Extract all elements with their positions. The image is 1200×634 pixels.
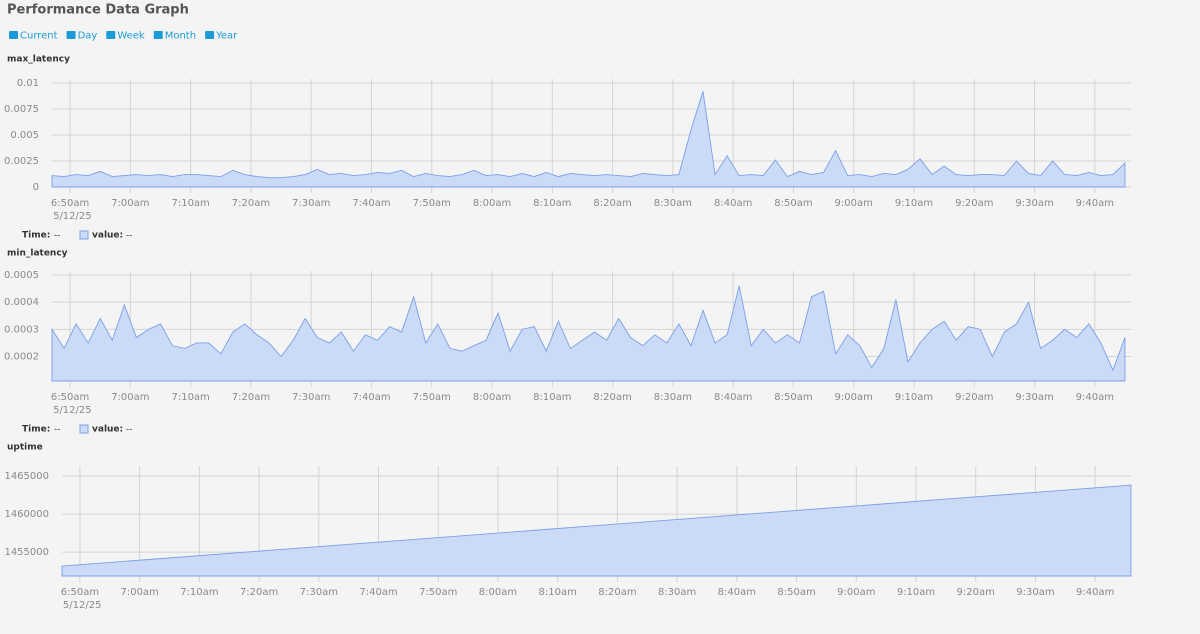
x-tick-label: 6:50am: [51, 198, 89, 209]
x-tick-label: 7:00am: [120, 587, 158, 598]
x-tick-label: 8:40am: [718, 587, 756, 598]
legend-label: Time:: [22, 231, 50, 241]
legend-swatch: [79, 230, 89, 240]
x-tick-label: 8:10am: [533, 392, 571, 403]
legend-label: value:: [92, 231, 123, 241]
x-tick-label: 7:30am: [292, 198, 330, 209]
x-tick-label: 7:40am: [352, 392, 390, 403]
y-tick-label: 0.0004: [4, 297, 39, 308]
x-tick-label: 9:30am: [1016, 587, 1054, 598]
area: [51, 91, 1126, 188]
x-tick-label: 8:30am: [654, 392, 692, 403]
date-label: 5/12/25: [53, 211, 92, 222]
x-tick-label: 9:10am: [895, 392, 933, 403]
chart-title: max_latency: [7, 55, 70, 65]
x-tick-label: 9:40am: [1076, 198, 1114, 209]
x-tick-label: 7:30am: [292, 392, 330, 403]
x-tick-label: 7:50am: [419, 587, 457, 598]
x-tick-label: 9:20am: [957, 587, 995, 598]
x-tick-label: 8:30am: [658, 587, 696, 598]
legend-label: value:: [92, 425, 123, 435]
x-tick-label: 8:00am: [473, 392, 511, 403]
y-tick-label: 0.005: [10, 130, 39, 141]
x-tick-label: 9:00am: [835, 198, 873, 209]
x-tick-label: 9:00am: [835, 392, 873, 403]
x-tick-label: 8:40am: [714, 392, 752, 403]
calendar-icon: [66, 31, 76, 39]
legend-label: Time:: [22, 425, 50, 435]
x-tick-label: 6:50am: [51, 392, 89, 403]
x-tick-label: 7:10am: [180, 587, 218, 598]
x-tick-label: 7:40am: [352, 198, 390, 209]
x-tick-label: 8:20am: [598, 587, 636, 598]
x-tick-label: 8:10am: [539, 587, 577, 598]
y-tick-label: 1455000: [4, 547, 49, 558]
area: [61, 484, 1132, 577]
y-tick-label: 0.0003: [4, 324, 39, 335]
y-tick-label: 0: [33, 182, 39, 193]
chart-title: uptime: [7, 443, 43, 453]
chart-title: min_latency: [7, 249, 68, 259]
range-button[interactable]: Year: [215, 31, 238, 42]
x-tick-label: 8:50am: [774, 392, 812, 403]
y-tick-label: 1465000: [4, 471, 49, 482]
y-tick-label: 0.0002: [4, 352, 39, 363]
legend-value: --: [126, 231, 133, 241]
y-tick-label: 1460000: [4, 509, 49, 520]
x-tick-label: 8:00am: [473, 198, 511, 209]
x-tick-label: 7:00am: [111, 392, 149, 403]
x-tick-label: 9:40am: [1076, 392, 1114, 403]
x-tick-label: 9:10am: [895, 198, 933, 209]
x-tick-label: 7:40am: [359, 587, 397, 598]
range-button[interactable]: Week: [117, 31, 145, 42]
x-tick-label: 7:20am: [232, 198, 270, 209]
y-tick-label: 0.0005: [4, 270, 39, 281]
x-tick-label: 8:10am: [533, 198, 571, 209]
date-label: 5/12/25: [63, 600, 102, 611]
calendar-icon: [205, 31, 215, 39]
legend-value: --: [54, 231, 61, 241]
calendar-icon: [9, 31, 18, 39]
y-tick-label: 0.01: [17, 78, 39, 89]
calendar-icon: [106, 31, 116, 39]
range-button[interactable]: Day: [78, 31, 98, 42]
legend-swatch: [79, 424, 89, 434]
x-tick-label: 9:30am: [1015, 392, 1053, 403]
x-tick-label: 8:20am: [593, 392, 631, 403]
legend-value: --: [126, 425, 133, 435]
x-tick-label: 9:30am: [1015, 198, 1053, 209]
x-tick-label: 7:20am: [240, 587, 278, 598]
x-tick-label: 7:10am: [171, 392, 209, 403]
x-tick-label: 7:30am: [300, 587, 338, 598]
x-tick-label: 8:30am: [654, 198, 692, 209]
x-tick-label: 7:00am: [111, 198, 149, 209]
x-tick-label: 7:10am: [171, 198, 209, 209]
x-tick-label: 7:50am: [413, 198, 451, 209]
x-tick-label: 8:50am: [777, 587, 815, 598]
x-tick-label: 9:20am: [955, 198, 993, 209]
range-button[interactable]: Current: [20, 31, 58, 42]
x-tick-label: 6:50am: [61, 587, 99, 598]
x-tick-label: 9:20am: [955, 392, 993, 403]
x-tick-label: 8:40am: [714, 198, 752, 209]
x-tick-label: 8:20am: [593, 198, 631, 209]
legend-value: --: [54, 425, 61, 435]
area: [51, 285, 1126, 382]
x-tick-label: 8:50am: [774, 198, 812, 209]
x-tick-label: 9:00am: [837, 587, 875, 598]
page-title: Performance Data Graph: [7, 3, 189, 18]
calendar-icon: [153, 31, 163, 39]
y-tick-label: 0.0075: [4, 104, 39, 115]
x-tick-label: 8:00am: [479, 587, 517, 598]
x-tick-label: 7:20am: [232, 392, 270, 403]
range-button[interactable]: Month: [165, 31, 196, 42]
x-tick-label: 9:40am: [1076, 587, 1114, 598]
x-tick-label: 7:50am: [413, 392, 451, 403]
y-tick-label: 0.0025: [4, 156, 39, 167]
date-label: 5/12/25: [53, 405, 92, 416]
x-tick-label: 9:10am: [897, 587, 935, 598]
